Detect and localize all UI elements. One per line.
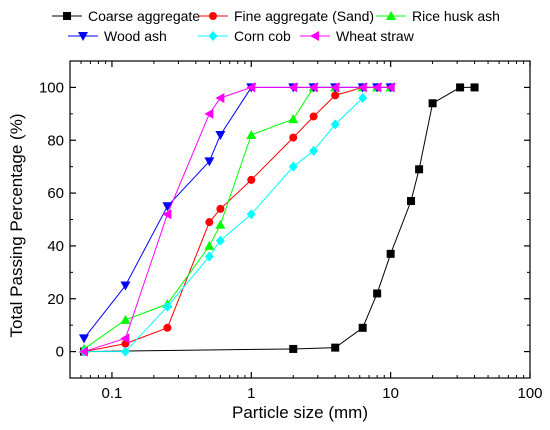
series-line-rice-husk-ash bbox=[83, 86, 391, 350]
y-axis-title: Total Passing Percentage (%) bbox=[7, 114, 26, 338]
series-rice-husk-ash bbox=[78, 82, 396, 353]
y-tick-label: 80 bbox=[47, 132, 64, 149]
series-line-wheat-straw bbox=[83, 86, 391, 353]
axis-ticks: 0.1 1 10 100 0 20 40 60 80 100 bbox=[39, 61, 543, 402]
data-point-wood-ash bbox=[162, 202, 173, 212]
legend-marker bbox=[63, 12, 71, 20]
data-point-fine-aggregate-sand bbox=[216, 204, 225, 213]
legend: Coarse aggregate Fine aggregate (Sand) Ric… bbox=[52, 8, 500, 44]
data-point-fine-aggregate-sand bbox=[205, 218, 214, 227]
data-point-corn-cob bbox=[309, 145, 319, 156]
data-point-corn-cob bbox=[246, 209, 256, 220]
x-tick-label: 100 bbox=[517, 385, 542, 402]
data-point-coarse-aggregate bbox=[407, 197, 416, 206]
data-point-fine-aggregate-sand bbox=[309, 112, 318, 121]
data-point-wheat-straw bbox=[288, 82, 298, 93]
data-point-corn-cob bbox=[288, 161, 298, 172]
legend-marker bbox=[209, 12, 217, 20]
y-tick-label: 60 bbox=[47, 185, 64, 202]
legend-label: Wheat straw bbox=[336, 28, 415, 44]
series-coarse-aggregate bbox=[79, 83, 479, 356]
data-point-fine-aggregate-sand bbox=[163, 323, 172, 332]
data-point-fine-aggregate-sand bbox=[331, 91, 340, 100]
data-point-coarse-aggregate bbox=[331, 343, 340, 352]
data-point-corn-cob bbox=[358, 92, 368, 103]
x-axis-title: Particle size (mm) bbox=[232, 403, 368, 422]
legend-item-coarse-aggregate: Coarse aggregate bbox=[52, 8, 200, 24]
data-point-wheat-straw bbox=[385, 82, 395, 93]
data-point-wheat-straw bbox=[330, 82, 340, 93]
series-line-fine-aggregate-sand bbox=[83, 86, 391, 353]
y-tick-label: 40 bbox=[47, 238, 64, 255]
data-point-coarse-aggregate bbox=[386, 249, 395, 258]
series-line-coarse-aggregate bbox=[83, 86, 475, 353]
data-point-wood-ash bbox=[204, 157, 215, 167]
data-point-corn-cob bbox=[215, 235, 225, 246]
data-point-fine-aggregate-sand bbox=[247, 175, 256, 184]
legend-item-rice-husk-ash: Rice husk ash bbox=[376, 8, 500, 24]
series-line-wood-ash bbox=[83, 86, 391, 339]
y-tick-label: 0 bbox=[56, 344, 64, 361]
legend-item-fine-aggregate-sand: Fine aggregate (Sand) bbox=[198, 8, 374, 24]
x-tick-label: 0.1 bbox=[102, 385, 123, 402]
series-wheat-straw bbox=[78, 82, 395, 357]
data-point-corn-cob bbox=[162, 301, 172, 312]
x-tick-label: 10 bbox=[382, 385, 399, 402]
data-point-wheat-straw bbox=[246, 82, 256, 93]
data-point-wood-ash bbox=[78, 334, 89, 344]
legend-marker bbox=[310, 31, 319, 41]
series-corn-cob bbox=[79, 92, 368, 357]
y-tick-label: 20 bbox=[47, 291, 64, 308]
data-point-wheat-straw bbox=[357, 82, 367, 93]
series-wood-ash bbox=[78, 83, 396, 344]
series-line-corn-cob bbox=[83, 97, 364, 353]
data-point-corn-cob bbox=[120, 346, 130, 357]
data-point-wheat-straw bbox=[78, 346, 88, 357]
data-point-wheat-straw bbox=[215, 92, 225, 103]
legend-label: Rice husk ash bbox=[412, 8, 500, 24]
data-point-corn-cob bbox=[330, 119, 340, 130]
data-point-wheat-straw bbox=[204, 108, 214, 119]
legend-item-wheat-straw: Wheat straw bbox=[300, 28, 415, 44]
legend-marker bbox=[386, 11, 396, 20]
data-point-wheat-straw bbox=[162, 209, 172, 220]
legend-label: Wood ash bbox=[104, 28, 167, 44]
data-point-rice-husk-ash bbox=[120, 314, 131, 324]
data-point-coarse-aggregate bbox=[289, 344, 298, 353]
data-point-wood-ash bbox=[215, 130, 226, 140]
data-point-coarse-aggregate bbox=[373, 289, 382, 298]
data-point-rice-husk-ash bbox=[288, 114, 299, 124]
x-tick-label: 1 bbox=[247, 385, 255, 402]
data-point-rice-husk-ash bbox=[215, 219, 226, 229]
data-point-coarse-aggregate bbox=[470, 83, 479, 92]
legend-item-corn-cob: Corn cob bbox=[198, 28, 291, 44]
legend-label: Coarse aggregate bbox=[88, 8, 200, 24]
data-point-rice-husk-ash bbox=[204, 240, 215, 250]
data-point-rice-husk-ash bbox=[246, 129, 257, 139]
legend-item-wood-ash: Wood ash bbox=[68, 28, 167, 44]
data-point-wheat-straw bbox=[372, 82, 382, 93]
data-point-coarse-aggregate bbox=[456, 83, 465, 92]
legend-marker bbox=[78, 32, 88, 41]
legend-label: Fine aggregate (Sand) bbox=[234, 8, 374, 24]
series-fine-aggregate-sand bbox=[79, 83, 395, 356]
data-point-coarse-aggregate bbox=[428, 99, 437, 108]
series-group bbox=[78, 82, 479, 357]
data-point-wheat-straw bbox=[120, 333, 130, 344]
data-point-corn-cob bbox=[204, 251, 214, 262]
data-point-wheat-straw bbox=[308, 82, 318, 93]
legend-marker bbox=[208, 31, 218, 41]
data-point-fine-aggregate-sand bbox=[289, 133, 298, 142]
y-tick-label: 100 bbox=[39, 79, 64, 96]
legend-label: Corn cob bbox=[234, 28, 291, 44]
data-point-coarse-aggregate bbox=[415, 165, 424, 174]
data-point-wood-ash bbox=[120, 281, 131, 291]
data-point-coarse-aggregate bbox=[358, 323, 367, 332]
